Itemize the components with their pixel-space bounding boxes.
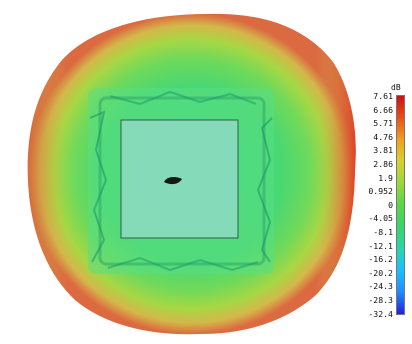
legend-tick-label: -8.1: [373, 227, 393, 237]
inner-structure: [88, 88, 274, 274]
legend-tick-label: 2.86: [373, 159, 393, 169]
colorbar: [396, 95, 405, 315]
legend-tick-label: 0: [388, 199, 393, 210]
legend-tick-label: 3.81: [373, 145, 393, 156]
color-legend: dB 7.61 6.66 5.71 4.76 3.81 2.86 1.9 0.952 0 -4.0…: [356, 83, 410, 319]
legend-tick-label: -12.1: [368, 240, 393, 251]
legend-tick-label: -24.3: [368, 281, 393, 292]
legend-tick-label: -32.4: [368, 308, 393, 319]
legend-unit: dB: [391, 83, 401, 92]
legend-tick-label: -16.2: [368, 254, 393, 265]
legend-tick-label: 5.71: [373, 118, 393, 129]
legend-tick-label: 0.952: [368, 186, 393, 197]
legend-tick-label: 4.76: [373, 131, 393, 142]
legend-tick-label: -20.2: [368, 267, 393, 278]
legend-tick-label: -28.3: [368, 295, 393, 305]
legend-tick-label: 6.66: [373, 104, 393, 115]
legend-tick-label: 7.61: [373, 91, 393, 101]
legend-tick-label: -4.05: [368, 213, 393, 224]
legend-tick-label: 1.9: [378, 172, 393, 183]
